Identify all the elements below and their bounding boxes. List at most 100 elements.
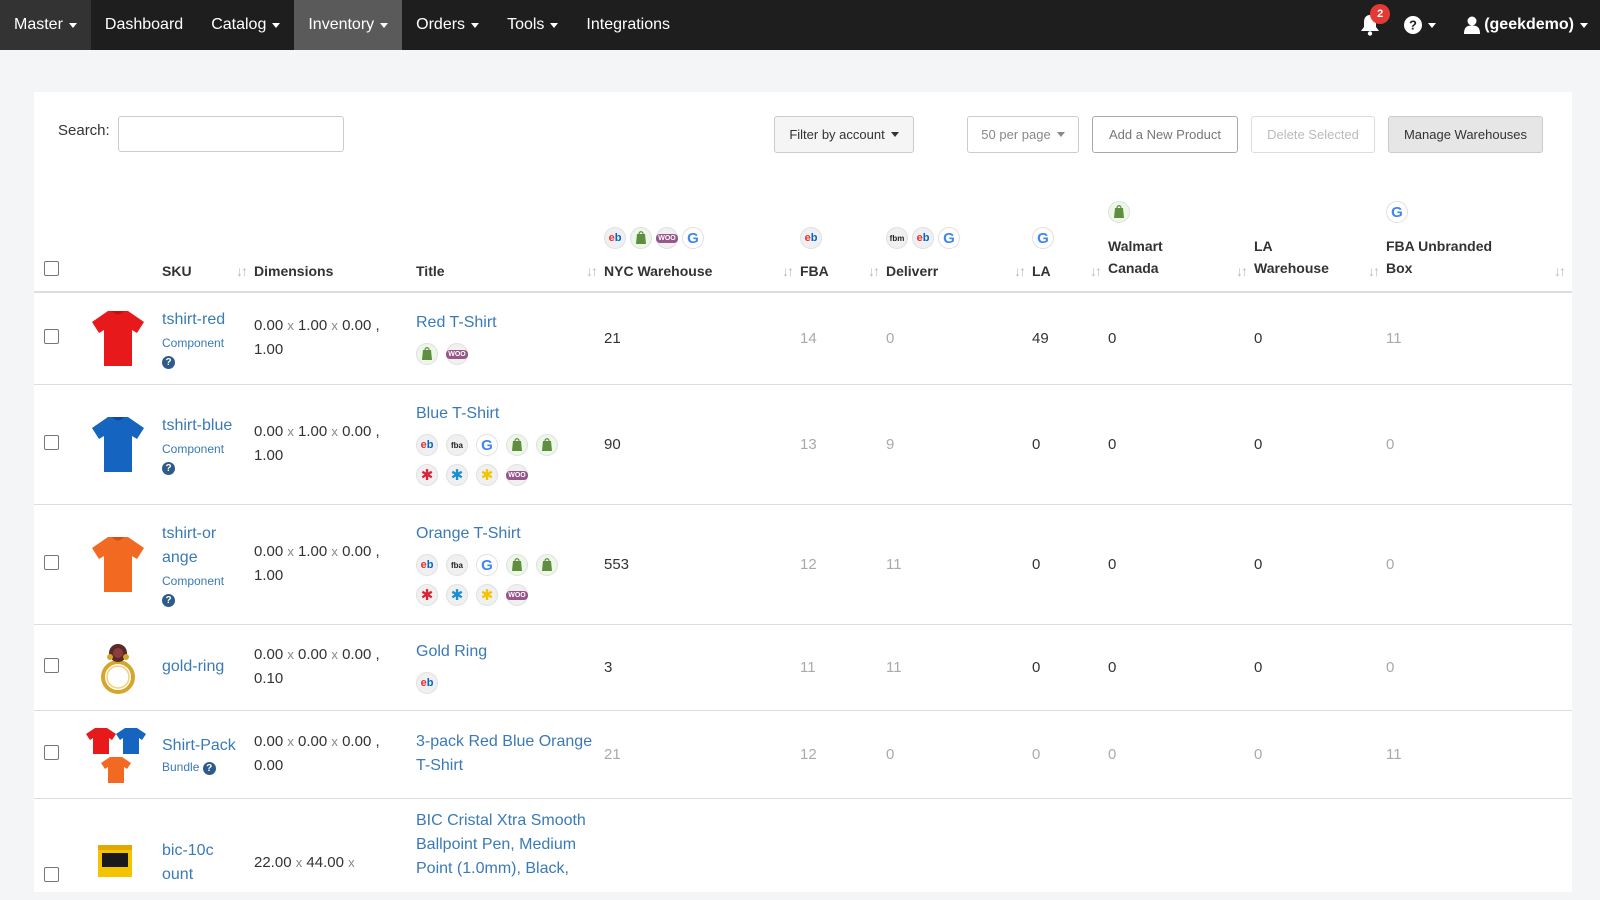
sku-link[interactable]: tshirt-red	[162, 310, 226, 328]
row-checkbox[interactable]	[44, 329, 59, 345]
sort-icon[interactable]: ↓↑	[236, 263, 248, 279]
product-image-cell	[80, 710, 162, 799]
table-row[interactable]: tshirt-red Component ? 0.00 x 1.00 x 0.0…	[34, 292, 1572, 385]
fba-unbranded-cell: 0	[1386, 384, 1572, 505]
help-icon[interactable]: ?	[162, 593, 175, 607]
sku-type: Component	[162, 441, 225, 456]
fba-unbranded-qty: 0	[1386, 555, 1395, 573]
dimensions-header-label: Dimensions	[254, 263, 334, 279]
walmart-canada-header[interactable]: Walmart Canada ↓↑	[1108, 192, 1254, 293]
table-row[interactable]: gold-ring 0.00 x 0.00 x 0.00 , 0.10 Gold …	[34, 624, 1572, 711]
sku-link[interactable]: Shirt-Pack	[162, 736, 236, 754]
sort-icon[interactable]: ↓↑	[1090, 263, 1102, 279]
per-page-select[interactable]: 50 per page	[967, 116, 1079, 153]
sku-cell: tshirt-orange Component ?	[162, 504, 254, 625]
woocommerce-icon: WOO	[656, 227, 678, 249]
nav-catalog[interactable]: Catalog	[197, 0, 294, 50]
fba-unbranded-header[interactable]: G FBA Unbranded Box ↓↑	[1386, 192, 1572, 293]
la-warehouse-header[interactable]: LA Warehouse ↓↑	[1254, 192, 1386, 293]
help-icon[interactable]: ?	[162, 355, 175, 369]
gold-ring-image	[101, 644, 135, 694]
dim-width: 1.00	[298, 317, 328, 335]
notifications-button[interactable]: 2	[1350, 0, 1391, 50]
sort-icon[interactable]: ↓↑	[782, 263, 794, 279]
nav-orders[interactable]: Orders	[402, 0, 493, 50]
sort-icon[interactable]: ↓↑	[868, 263, 880, 279]
delete-selected-button[interactable]: Delete Selected	[1251, 116, 1375, 153]
row-checkbox[interactable]	[44, 555, 59, 570]
nav-dashboard[interactable]: Dashboard	[91, 0, 197, 50]
sort-icon[interactable]: ↓↑	[1236, 263, 1248, 279]
nyc-qty: 553	[604, 555, 630, 573]
manage-warehouses-button[interactable]: Manage Warehouses	[1388, 116, 1543, 153]
la-warehouse-header-label: LA Warehouse	[1254, 238, 1329, 276]
fba-cell: 11	[800, 624, 886, 711]
sku-link[interactable]: tshirt-blue	[162, 416, 233, 434]
title-link[interactable]: 3-pack Red Blue Orange T-Shirt	[416, 733, 593, 774]
la-cell: 0	[1032, 384, 1108, 505]
fba-unbranded-qty: 0	[1386, 435, 1395, 453]
help-icon[interactable]: ?	[162, 461, 175, 475]
nav-inventory-label: Inventory	[308, 16, 375, 33]
la-qty: 49	[1032, 329, 1049, 347]
row-checkbox[interactable]	[44, 435, 59, 450]
row-select-cell	[34, 798, 80, 892]
add-product-button[interactable]: Add a New Product	[1092, 116, 1238, 153]
nav-orders-label: Orders	[416, 16, 466, 33]
table-row[interactable]: tshirt-orange Component ? 0.00 x 1.00 x …	[34, 504, 1572, 625]
sku-link[interactable]: tshirt-orange	[162, 524, 217, 566]
sort-icon[interactable]: ↓↑	[1368, 263, 1380, 279]
fba-unbranded-cell: 11	[1386, 292, 1572, 385]
dim-weight: 1.00	[254, 341, 284, 359]
user-name: (geekdemo)	[1484, 16, 1574, 33]
select-all-checkbox[interactable]	[44, 261, 59, 276]
nav-tools[interactable]: Tools	[493, 0, 572, 50]
product-image-cell	[80, 798, 162, 892]
sort-icon[interactable]: ↓↑	[586, 263, 598, 279]
sku-link[interactable]: gold-ring	[162, 658, 225, 675]
title-link[interactable]: Red T-Shirt	[416, 314, 497, 332]
dim-length: 0.00	[254, 646, 284, 663]
la-warehouse-qty: 0	[1254, 658, 1263, 676]
title-link[interactable]: BIC Cristal Xtra Smooth Ballpoint Pen, M…	[416, 811, 586, 877]
title-link[interactable]: Orange T-Shirt	[416, 525, 521, 542]
google-icon: G	[682, 227, 704, 249]
row-checkbox[interactable]	[44, 658, 59, 673]
shopify-icon	[630, 227, 652, 249]
fba-qty: 13	[800, 435, 817, 453]
title-link[interactable]: Gold Ring	[416, 643, 488, 660]
row-checkbox[interactable]	[44, 745, 59, 760]
dim-length: 0.00	[254, 733, 284, 750]
fba-unbranded-qty: 11	[1386, 329, 1402, 347]
search-input[interactable]	[118, 116, 344, 152]
title-link[interactable]: Blue T-Shirt	[416, 405, 500, 422]
nav-integrations[interactable]: Integrations	[572, 0, 684, 50]
table-row[interactable]: Shirt-Pack Bundle ? 0.00 x 0.00 x 0.00 ,…	[34, 710, 1572, 799]
row-checkbox[interactable]	[44, 866, 59, 882]
dim-length: 0.00	[254, 423, 284, 440]
dim-weight: 0.10	[254, 670, 284, 687]
title-header[interactable]: Title ↓↑	[416, 192, 604, 293]
deliverr-cell: 0	[886, 710, 1032, 799]
inventory-panel: Search: Filter by account 50 per page Ad…	[34, 92, 1572, 892]
sku-header[interactable]: SKU ↓↑	[162, 192, 254, 293]
la-header-label: LA	[1032, 263, 1051, 279]
la-header[interactable]: G LA ↓↑	[1032, 192, 1108, 293]
sort-icon[interactable]: ↓↑	[1554, 263, 1566, 279]
filter-by-account-button[interactable]: Filter by account	[774, 116, 914, 153]
nav-master[interactable]: Master	[0, 0, 91, 50]
user-menu[interactable]: (geekdemo)	[1464, 16, 1588, 34]
sort-icon[interactable]: ↓↑	[1014, 263, 1026, 279]
nav-inventory[interactable]: Inventory	[294, 0, 403, 50]
title-cell: BIC Cristal Xtra Smooth Ballpoint Pen, M…	[416, 798, 604, 892]
help-icon[interactable]: ?	[202, 761, 216, 775]
table-row[interactable]: bic-10count 22.00 x 44.00 x BIC Cristal …	[34, 798, 1572, 892]
dim-height: 0.00	[342, 423, 372, 440]
chevron-down-icon	[380, 22, 389, 28]
sku-link[interactable]: bic-10count	[162, 841, 214, 883]
table-row[interactable]: tshirt-blue Component ? 0.00 x 1.00 x 0.…	[34, 384, 1572, 505]
help-menu[interactable]: ?	[1404, 16, 1437, 34]
